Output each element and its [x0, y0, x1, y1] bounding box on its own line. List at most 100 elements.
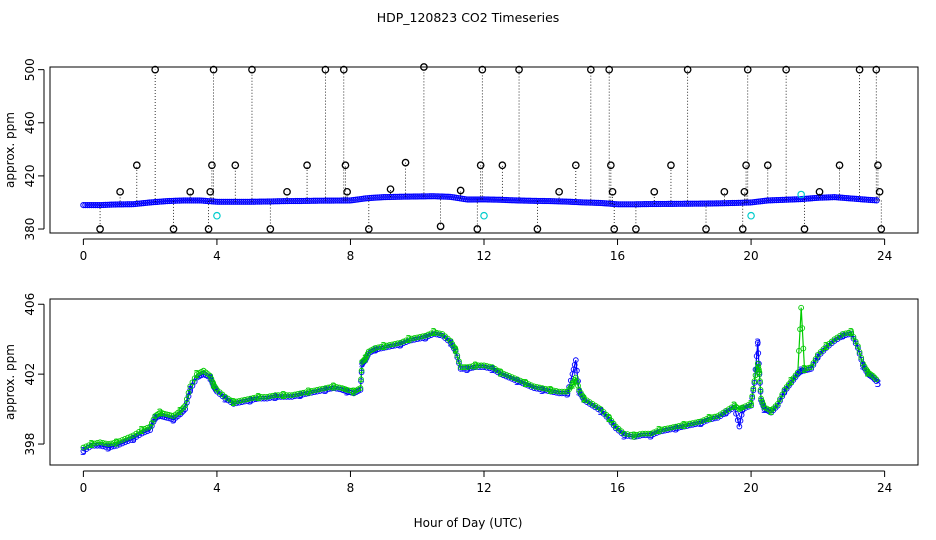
baseline-point	[557, 198, 564, 205]
baseline-point	[851, 195, 858, 202]
series-point	[389, 341, 396, 348]
series-point	[182, 402, 189, 409]
baseline-point	[797, 196, 804, 203]
outlier-point	[872, 65, 881, 74]
baseline-point	[388, 193, 395, 201]
series-glyph-2: 2	[731, 400, 738, 413]
baseline-point	[416, 193, 424, 200]
y-tick-label: 500	[23, 58, 37, 81]
baseline-point	[462, 196, 470, 203]
series-point	[148, 420, 155, 426]
series-glyph-2: 2	[157, 407, 164, 420]
baseline-point	[847, 195, 854, 202]
series-point	[545, 386, 551, 393]
series-point	[624, 431, 631, 437]
series-point	[733, 410, 739, 417]
baseline-point	[723, 200, 730, 207]
baseline-point	[406, 193, 413, 200]
baseline-point	[681, 200, 688, 207]
baseline-point	[298, 197, 305, 205]
baseline-point	[869, 197, 876, 204]
baseline-point	[278, 198, 285, 205]
baseline-point	[470, 196, 478, 203]
series-point	[642, 432, 649, 439]
baseline-point	[512, 197, 520, 204]
baseline-point	[833, 194, 840, 201]
baseline-point	[96, 202, 103, 209]
baseline-point	[827, 194, 834, 201]
series-point	[636, 431, 643, 437]
baseline-point	[631, 201, 638, 208]
baseline-point	[701, 200, 708, 207]
baseline-point	[873, 197, 880, 204]
series-point	[572, 357, 579, 364]
series-point	[873, 378, 880, 384]
baseline-point	[719, 200, 726, 207]
series-point	[723, 409, 729, 416]
series-point	[83, 443, 90, 450]
series-point	[689, 420, 696, 426]
series-point	[244, 396, 251, 403]
baseline-point	[799, 195, 806, 203]
baseline-point	[190, 197, 197, 204]
series-point	[556, 388, 562, 395]
baseline-point	[100, 201, 107, 209]
series-point	[431, 329, 437, 336]
baseline-point	[865, 196, 872, 203]
series-glyph-2: 2	[801, 363, 808, 376]
baseline-point	[224, 198, 231, 205]
baseline-point	[294, 197, 301, 205]
baseline-point	[500, 196, 508, 204]
series-point	[497, 371, 504, 377]
baseline-point	[86, 202, 93, 209]
baseline-point	[468, 196, 476, 203]
series-point	[642, 430, 649, 437]
series-point	[575, 382, 581, 389]
series-point	[308, 388, 315, 394]
baseline-point	[532, 197, 540, 204]
baseline-point	[781, 196, 788, 203]
series-point	[584, 399, 590, 405]
baseline-point	[667, 200, 674, 207]
series-point	[757, 387, 764, 393]
baseline-point	[823, 194, 830, 201]
baseline-point	[246, 198, 253, 205]
series-point	[133, 430, 140, 437]
baseline-point	[671, 200, 678, 207]
baseline-point	[258, 198, 265, 205]
series-point	[358, 376, 364, 383]
baseline-point	[599, 199, 606, 207]
series-point	[639, 432, 646, 439]
series-point	[222, 394, 229, 400]
baseline-point	[436, 193, 444, 200]
series-glyph-2: 2	[823, 340, 830, 353]
baseline-point	[110, 201, 117, 208]
baseline-point	[130, 201, 137, 208]
baseline-point	[106, 201, 113, 208]
series-point	[561, 390, 568, 397]
series-glyph-2: 2	[193, 368, 200, 381]
outlier-point	[740, 187, 749, 196]
series-point	[723, 407, 729, 414]
series-point	[227, 397, 234, 404]
baseline-point	[432, 193, 440, 200]
baseline-point	[498, 196, 506, 203]
outlier-point	[815, 187, 824, 196]
baseline-point	[408, 193, 415, 200]
baseline-point	[364, 195, 371, 202]
series-point	[105, 444, 112, 451]
baseline-point	[238, 198, 245, 205]
series-point	[514, 376, 521, 383]
baseline-point	[132, 200, 139, 208]
outlier-point	[874, 161, 882, 170]
series-point	[330, 385, 337, 391]
series-glyph-2: 2	[706, 412, 713, 425]
series-blue-baseline	[80, 193, 880, 209]
baseline-point	[118, 201, 125, 208]
outlier-point	[204, 225, 213, 233]
series-point	[751, 378, 758, 384]
series-point	[475, 362, 482, 369]
series-glyph-3: 3	[754, 337, 761, 350]
baseline-point	[502, 196, 510, 204]
